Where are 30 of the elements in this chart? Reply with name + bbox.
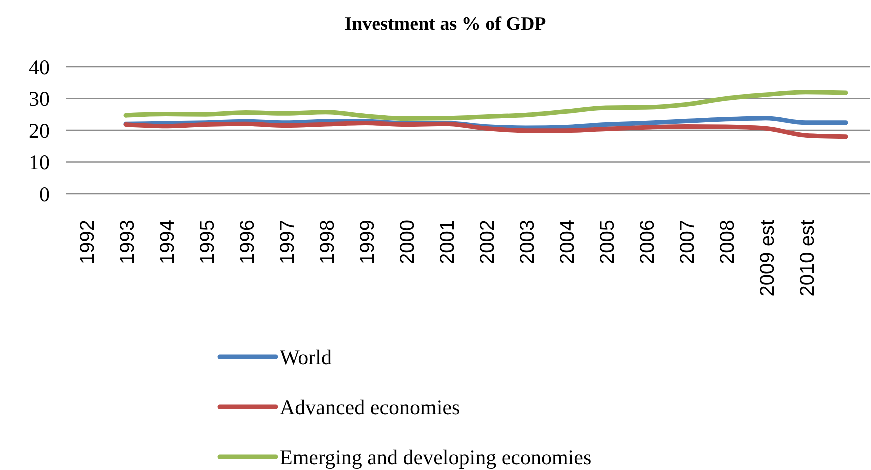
line-series (124, 90, 848, 122)
line-series (124, 120, 848, 140)
legend-label: World (280, 345, 332, 370)
x-tick-label: 1997 (277, 220, 299, 264)
x-tick-label: 2007 (677, 220, 699, 264)
x-tick-label: 1993 (117, 220, 139, 264)
x-tick-label: 1999 (357, 220, 379, 264)
x-tick-label: 1998 (317, 220, 339, 264)
y-tick-label: 10 (29, 150, 50, 175)
x-tick-label: 2008 (717, 220, 739, 264)
x-tick-label: 2004 (557, 220, 579, 264)
x-tick-label: 2006 (637, 220, 659, 264)
legend-label: Advanced economies (280, 395, 460, 420)
x-tick-label: 1994 (157, 220, 179, 264)
x-tick-label: 2010 est (797, 220, 819, 297)
x-tick-label: 2000 (397, 220, 419, 264)
y-tick-label: 30 (29, 87, 50, 112)
x-tick-label: 2005 (597, 220, 619, 264)
x-tick-label: 1996 (237, 220, 259, 264)
chart-title: Investment as % of GDP (344, 14, 547, 35)
x-tick-label: 2003 (517, 220, 539, 264)
y-tick-label: 20 (29, 118, 50, 143)
x-tick-label: 1992 (77, 220, 99, 264)
x-tick-label: 2002 (477, 220, 499, 264)
y-tick-label: 40 (29, 55, 50, 80)
x-tick-label: 2009 est (757, 220, 779, 297)
legend-label: Emerging and developing economies (280, 445, 592, 470)
x-tick-label: 2001 (437, 220, 459, 264)
x-tick-label: 1995 (197, 220, 219, 264)
y-tick-label: 0 (40, 182, 50, 206)
